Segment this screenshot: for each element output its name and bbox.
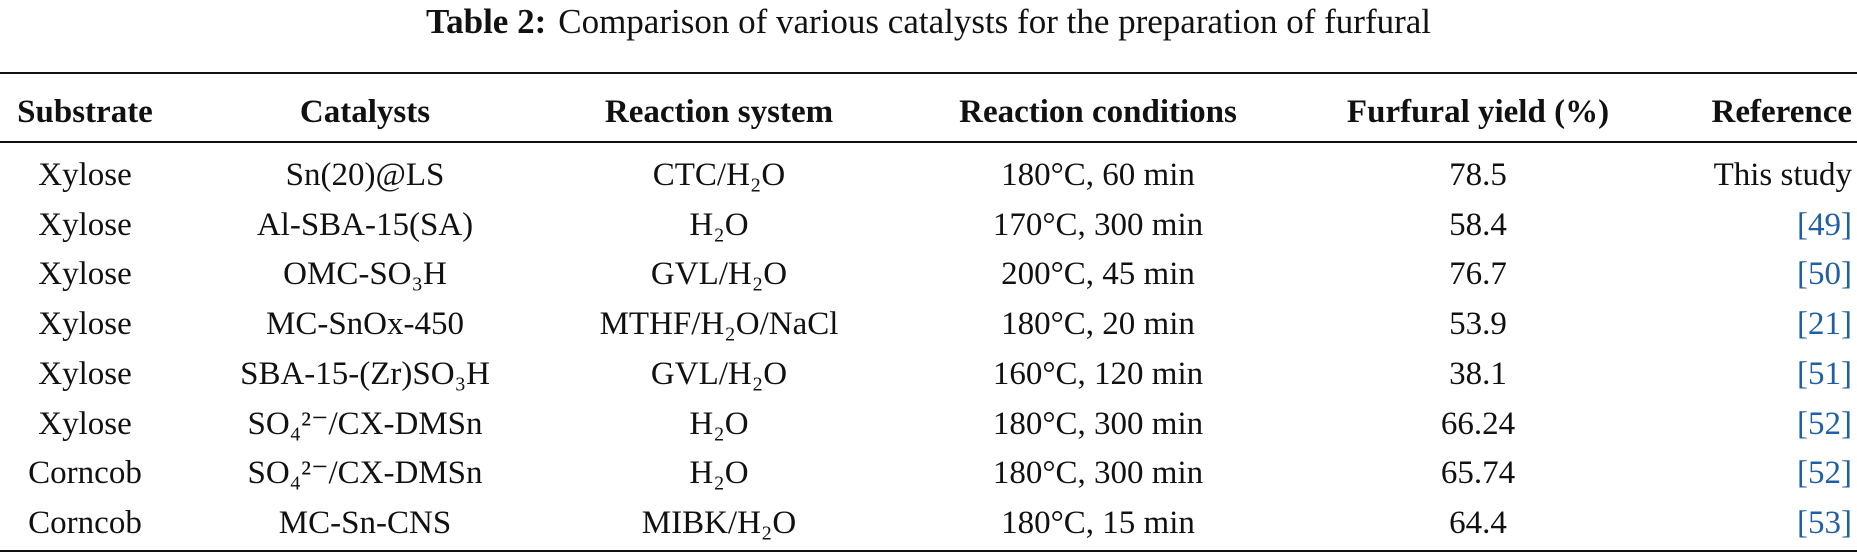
reaction-conditions-cell: 180°C, 300 min xyxy=(992,405,1204,442)
substrate-cell: Xylose xyxy=(38,405,132,442)
header-reaction-system: Reaction system xyxy=(604,94,834,130)
reaction-conditions-cell: 180°C, 15 min xyxy=(1001,504,1195,541)
substrate-cell: Xylose xyxy=(38,206,132,243)
catalyst-cell: SO₄²⁻/CX-DMSn xyxy=(247,455,483,492)
reference-cell: This study xyxy=(1713,157,1852,193)
reference-cell[interactable]: [21] xyxy=(1797,306,1852,343)
header-rule xyxy=(0,141,1857,143)
reference-cell[interactable]: [52] xyxy=(1797,455,1852,492)
reaction-system-cell: MIBK/H₂O xyxy=(641,504,797,541)
table-caption: Table 2: Comparison of various catalysts … xyxy=(0,2,1857,42)
reaction-conditions-cell: 180°C, 60 min xyxy=(1001,157,1195,193)
furfural-yield-cell: 38.1 xyxy=(1449,355,1507,392)
furfural-yield-cell: 65.74 xyxy=(1440,455,1516,492)
furfural-yield-cell: 58.4 xyxy=(1449,206,1507,243)
caption-label: Table 2: xyxy=(425,2,547,41)
catalyst-cell: SO₄²⁻/CX-DMSn xyxy=(247,405,483,442)
furfural-yield-cell: 78.5 xyxy=(1449,157,1507,193)
reference-cell[interactable]: [53] xyxy=(1797,504,1852,541)
reaction-conditions-cell: 200°C, 45 min xyxy=(1001,256,1195,293)
catalyst-cell: Al-SBA-15(SA) xyxy=(256,206,474,243)
substrate-cell: Xylose xyxy=(38,256,132,293)
substrate-cell: Xylose xyxy=(38,306,132,343)
furfural-yield-cell: 66.24 xyxy=(1440,405,1516,442)
reaction-conditions-cell: 180°C, 20 min xyxy=(1001,306,1195,343)
reaction-conditions-cell: 160°C, 120 min xyxy=(992,355,1204,392)
header-reference: Reference xyxy=(1711,94,1852,130)
catalyst-cell: OMC-SO₃H xyxy=(283,256,447,293)
reaction-system-cell: MTHF/H₂O/NaCl xyxy=(599,306,839,343)
bottom-rule xyxy=(0,550,1857,552)
substrate-cell: Xylose xyxy=(38,355,132,392)
furfural-yield-cell: 76.7 xyxy=(1449,256,1507,293)
substrate-cell: Xylose xyxy=(38,157,132,193)
reference-cell[interactable]: [50] xyxy=(1797,256,1852,293)
header-reaction-conditions: Reaction conditions xyxy=(959,94,1237,130)
reference-cell[interactable]: [52] xyxy=(1797,405,1852,442)
header-catalyst: Catalysts xyxy=(299,94,431,130)
reference-cell[interactable]: [49] xyxy=(1797,206,1852,243)
reference-cell[interactable]: [51] xyxy=(1797,355,1852,392)
reaction-conditions-cell: 180°C, 300 min xyxy=(992,455,1204,492)
furfural-yield-cell: 53.9 xyxy=(1449,306,1507,343)
reaction-system-cell: CTC/H₂O xyxy=(652,157,786,193)
substrate-cell: Corncob xyxy=(28,455,142,492)
reaction-system-cell: H₂O xyxy=(689,455,749,492)
reaction-conditions-cell: 170°C, 300 min xyxy=(992,206,1204,243)
furfural-yield-cell: 64.4 xyxy=(1449,504,1507,541)
top-rule xyxy=(0,72,1857,74)
catalyst-cell: MC-SnOx-450 xyxy=(265,306,465,343)
caption-text: Comparison of various catalysts for the … xyxy=(558,2,1432,41)
catalyst-cell: MC-Sn-CNS xyxy=(278,504,452,541)
catalyst-cell: Sn(20)@LS xyxy=(285,157,445,193)
header-furfural-yield: Furfural yield (%) xyxy=(1346,94,1610,130)
header-substrate: Substrate xyxy=(17,94,153,130)
reaction-system-cell: GVL/H₂O xyxy=(650,256,788,293)
reaction-system-cell: H₂O xyxy=(689,206,749,243)
catalyst-cell: SBA-15-(Zr)SO₃H xyxy=(240,355,490,392)
reaction-system-cell: H₂O xyxy=(689,405,749,442)
reaction-system-cell: GVL/H₂O xyxy=(650,355,788,392)
substrate-cell: Corncob xyxy=(28,504,142,541)
